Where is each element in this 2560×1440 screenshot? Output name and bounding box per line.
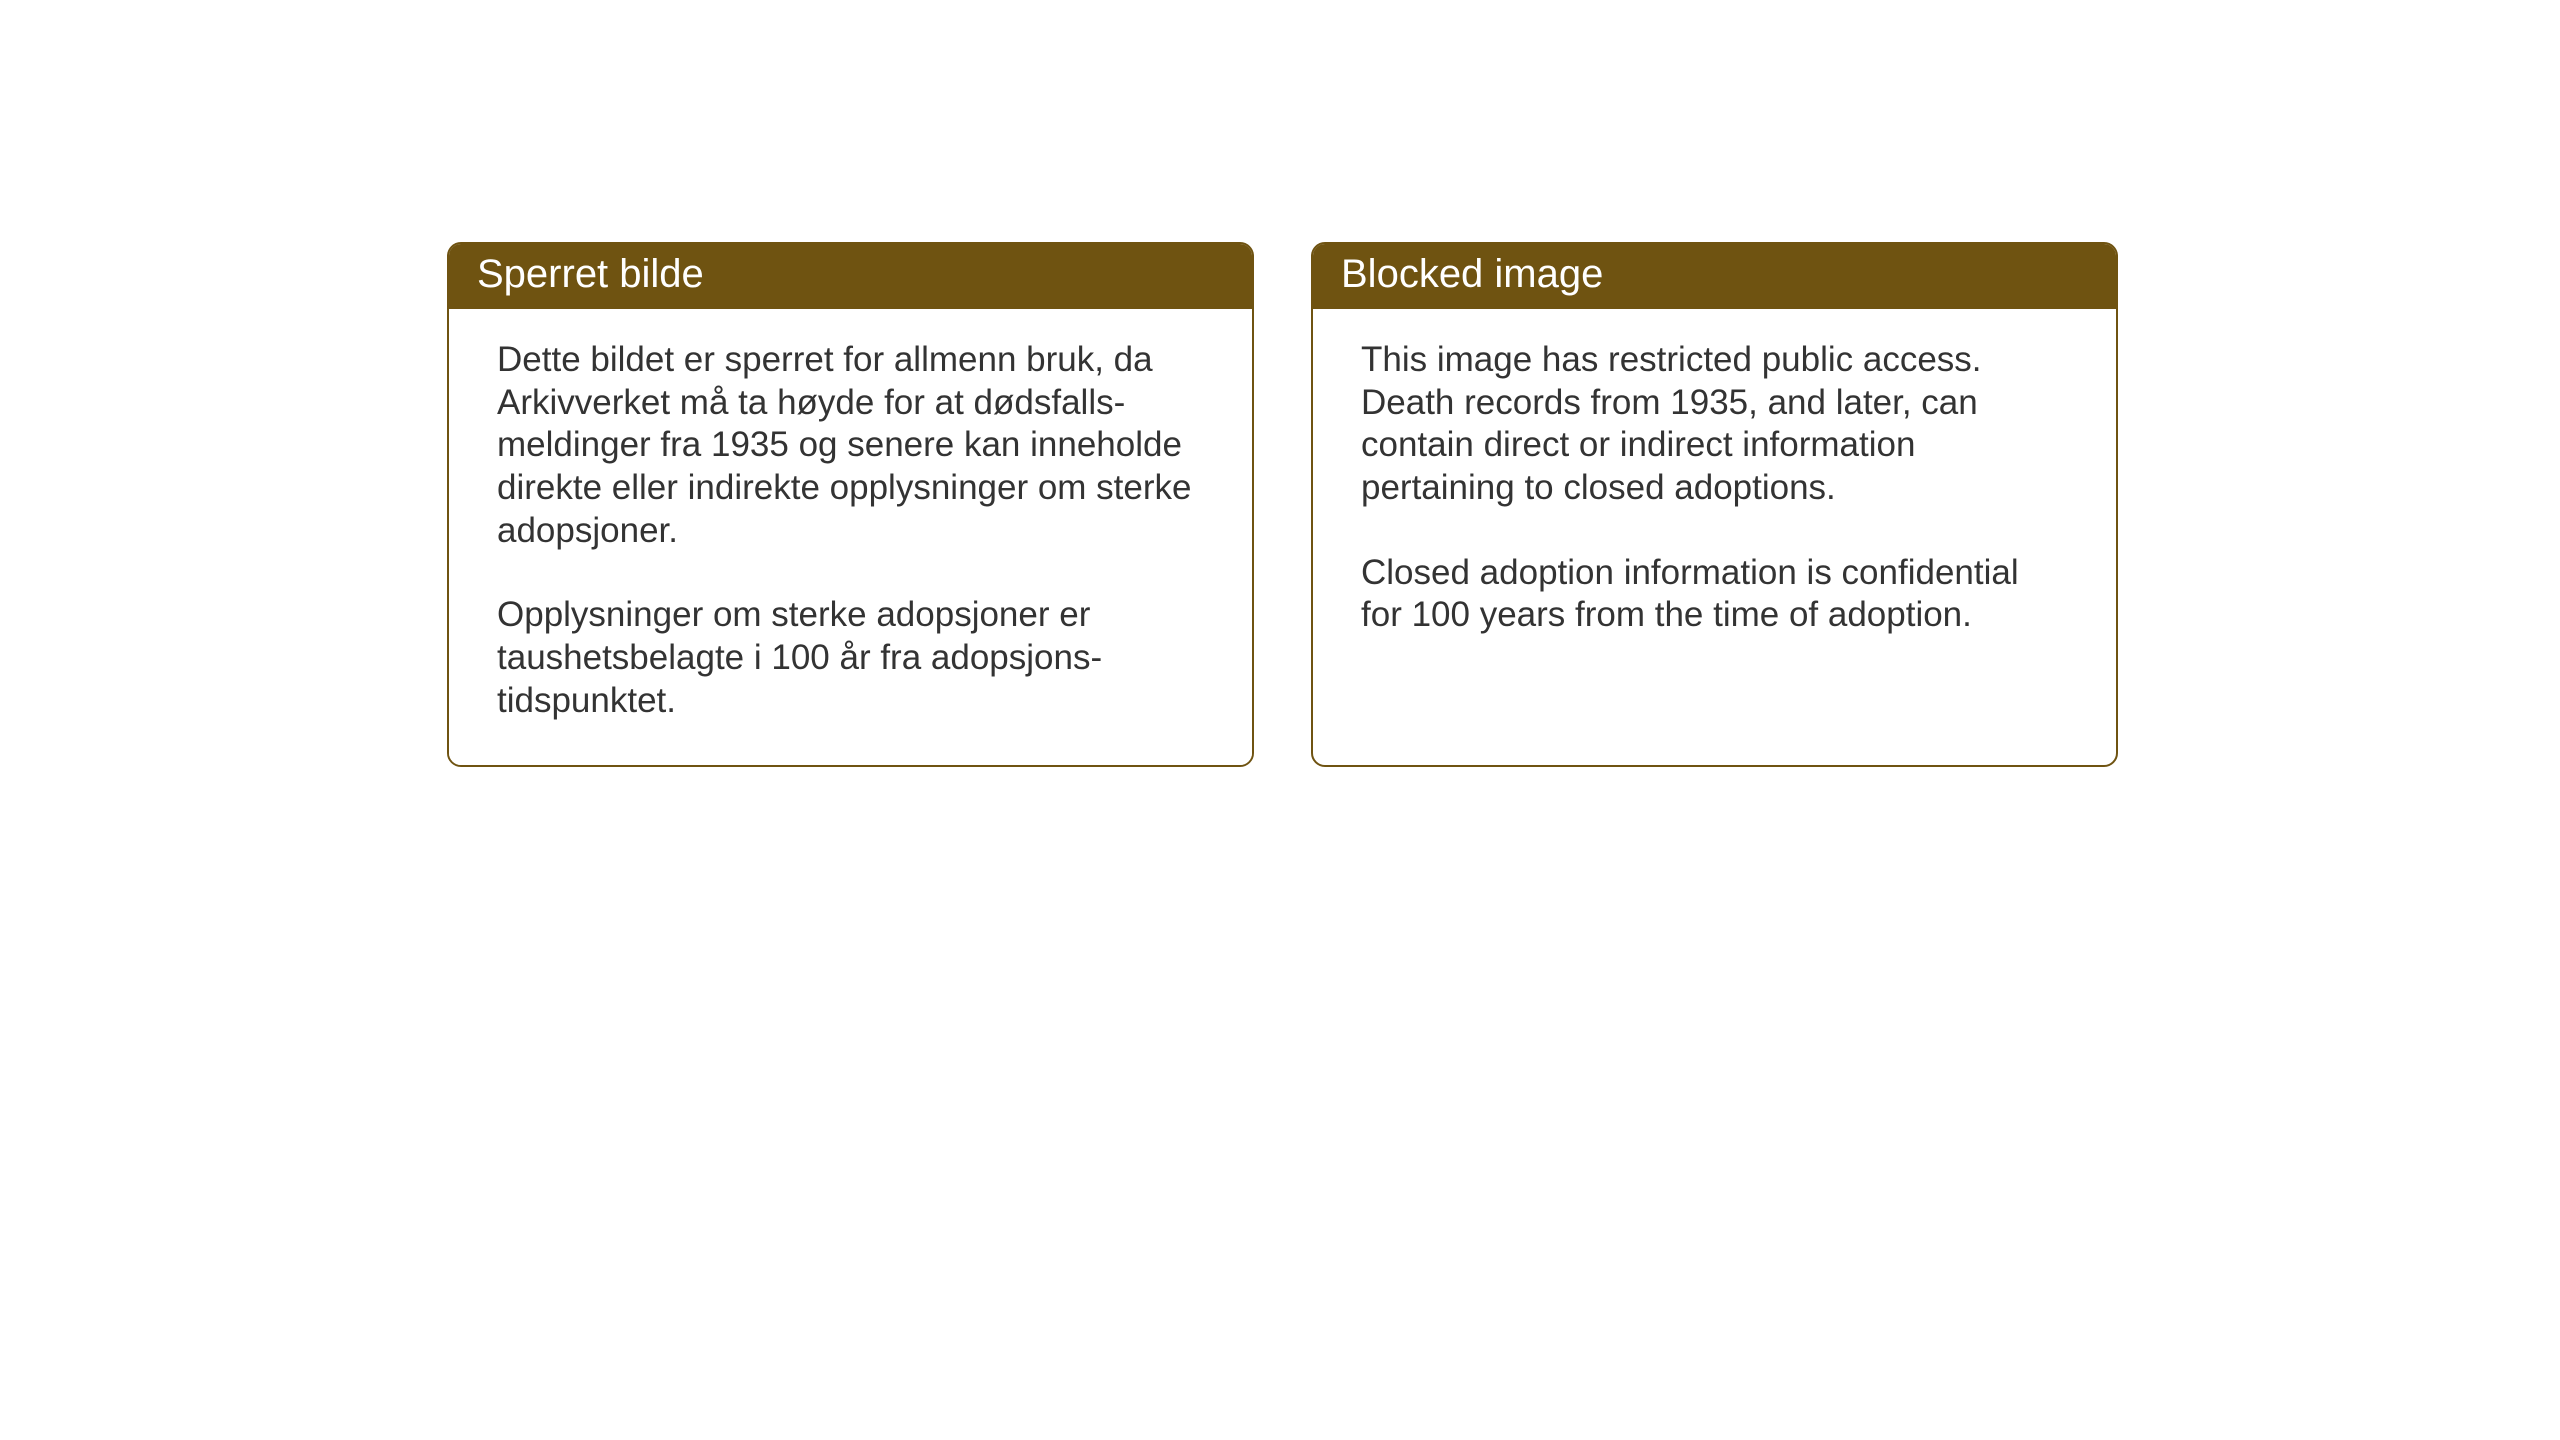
- card-title-norwegian: Sperret bilde: [477, 252, 704, 296]
- notice-card-english: Blocked image This image has restricted …: [1311, 242, 2118, 767]
- card-paragraph-1-norwegian: Dette bildet er sperret for allmenn bruk…: [497, 339, 1204, 552]
- card-header-norwegian: Sperret bilde: [449, 244, 1252, 309]
- notice-cards-container: Sperret bilde Dette bildet er sperret fo…: [447, 242, 2118, 767]
- card-body-norwegian: Dette bildet er sperret for allmenn bruk…: [449, 309, 1252, 765]
- notice-card-norwegian: Sperret bilde Dette bildet er sperret fo…: [447, 242, 1254, 767]
- card-paragraph-2-english: Closed adoption information is confident…: [1361, 552, 2068, 637]
- card-paragraph-2-norwegian: Opplysninger om sterke adopsjoner er tau…: [497, 594, 1204, 722]
- card-title-english: Blocked image: [1341, 252, 1603, 296]
- card-header-english: Blocked image: [1313, 244, 2116, 309]
- card-paragraph-1-english: This image has restricted public access.…: [1361, 339, 2068, 510]
- card-body-english: This image has restricted public access.…: [1313, 309, 2116, 679]
